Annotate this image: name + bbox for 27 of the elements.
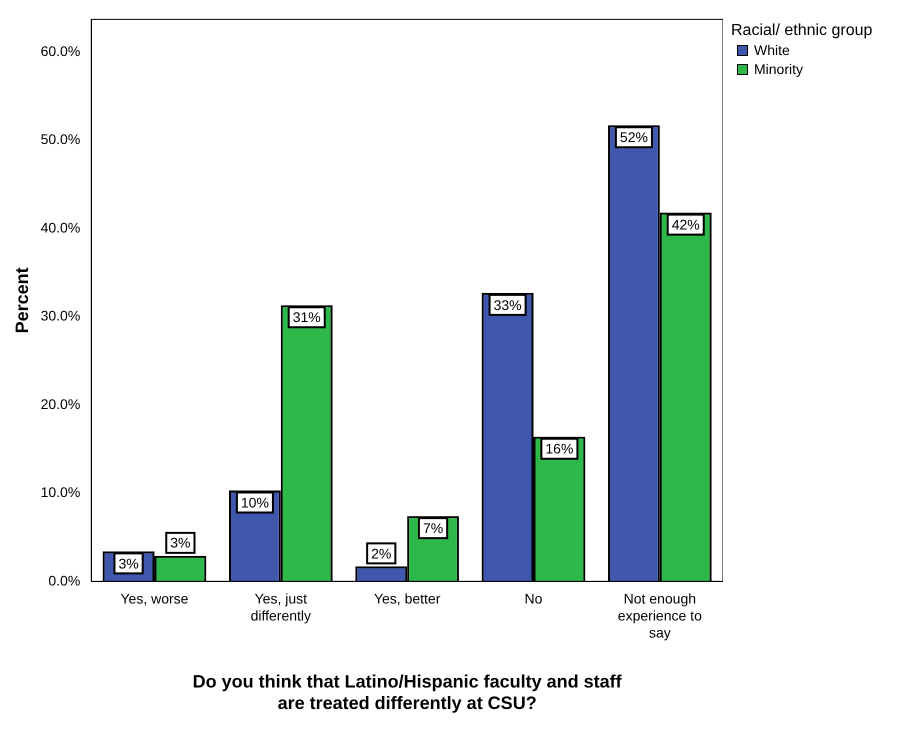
data-label: 3%	[170, 534, 190, 551]
x-tick-label: No	[524, 590, 543, 607]
y-tick-label: 0.0%	[48, 572, 80, 588]
legend-title: Racial/ ethnic group	[731, 22, 872, 40]
data-label: 3%	[118, 555, 139, 572]
y-tick-label: 40.0%	[40, 219, 80, 236]
data-label: 33%	[494, 296, 522, 313]
y-tick-label: 30.0%	[40, 308, 80, 324]
y-tick-label: 20.0%	[40, 396, 80, 412]
data-label: 7%	[422, 520, 444, 536]
y-tick-label: 10.0%	[40, 484, 80, 500]
y-axis-title: Percent	[12, 267, 32, 334]
data-label: 2%	[371, 545, 392, 562]
legend-label: Minority	[754, 61, 804, 77]
data-label: 10%	[240, 494, 269, 510]
legend-label: White	[754, 42, 790, 58]
x-axis-title: Do you think that Latino/Hispanic faculty and staff are treated differently at CSU?	[192, 672, 623, 714]
x-tick-label: Not enough experience to say	[618, 590, 702, 640]
x-tick-label: Yes, just differently	[250, 590, 312, 624]
y-tick-label: 60.0%	[40, 42, 80, 59]
y-tick-label: 50.0%	[40, 131, 80, 148]
x-tick-label: Yes, worse	[120, 590, 189, 607]
data-label: 31%	[292, 309, 321, 326]
data-label: 52%	[620, 129, 648, 146]
data-label: 16%	[545, 440, 574, 457]
data-label: 42%	[672, 216, 700, 232]
x-tick-label: Yes, better	[374, 590, 441, 607]
